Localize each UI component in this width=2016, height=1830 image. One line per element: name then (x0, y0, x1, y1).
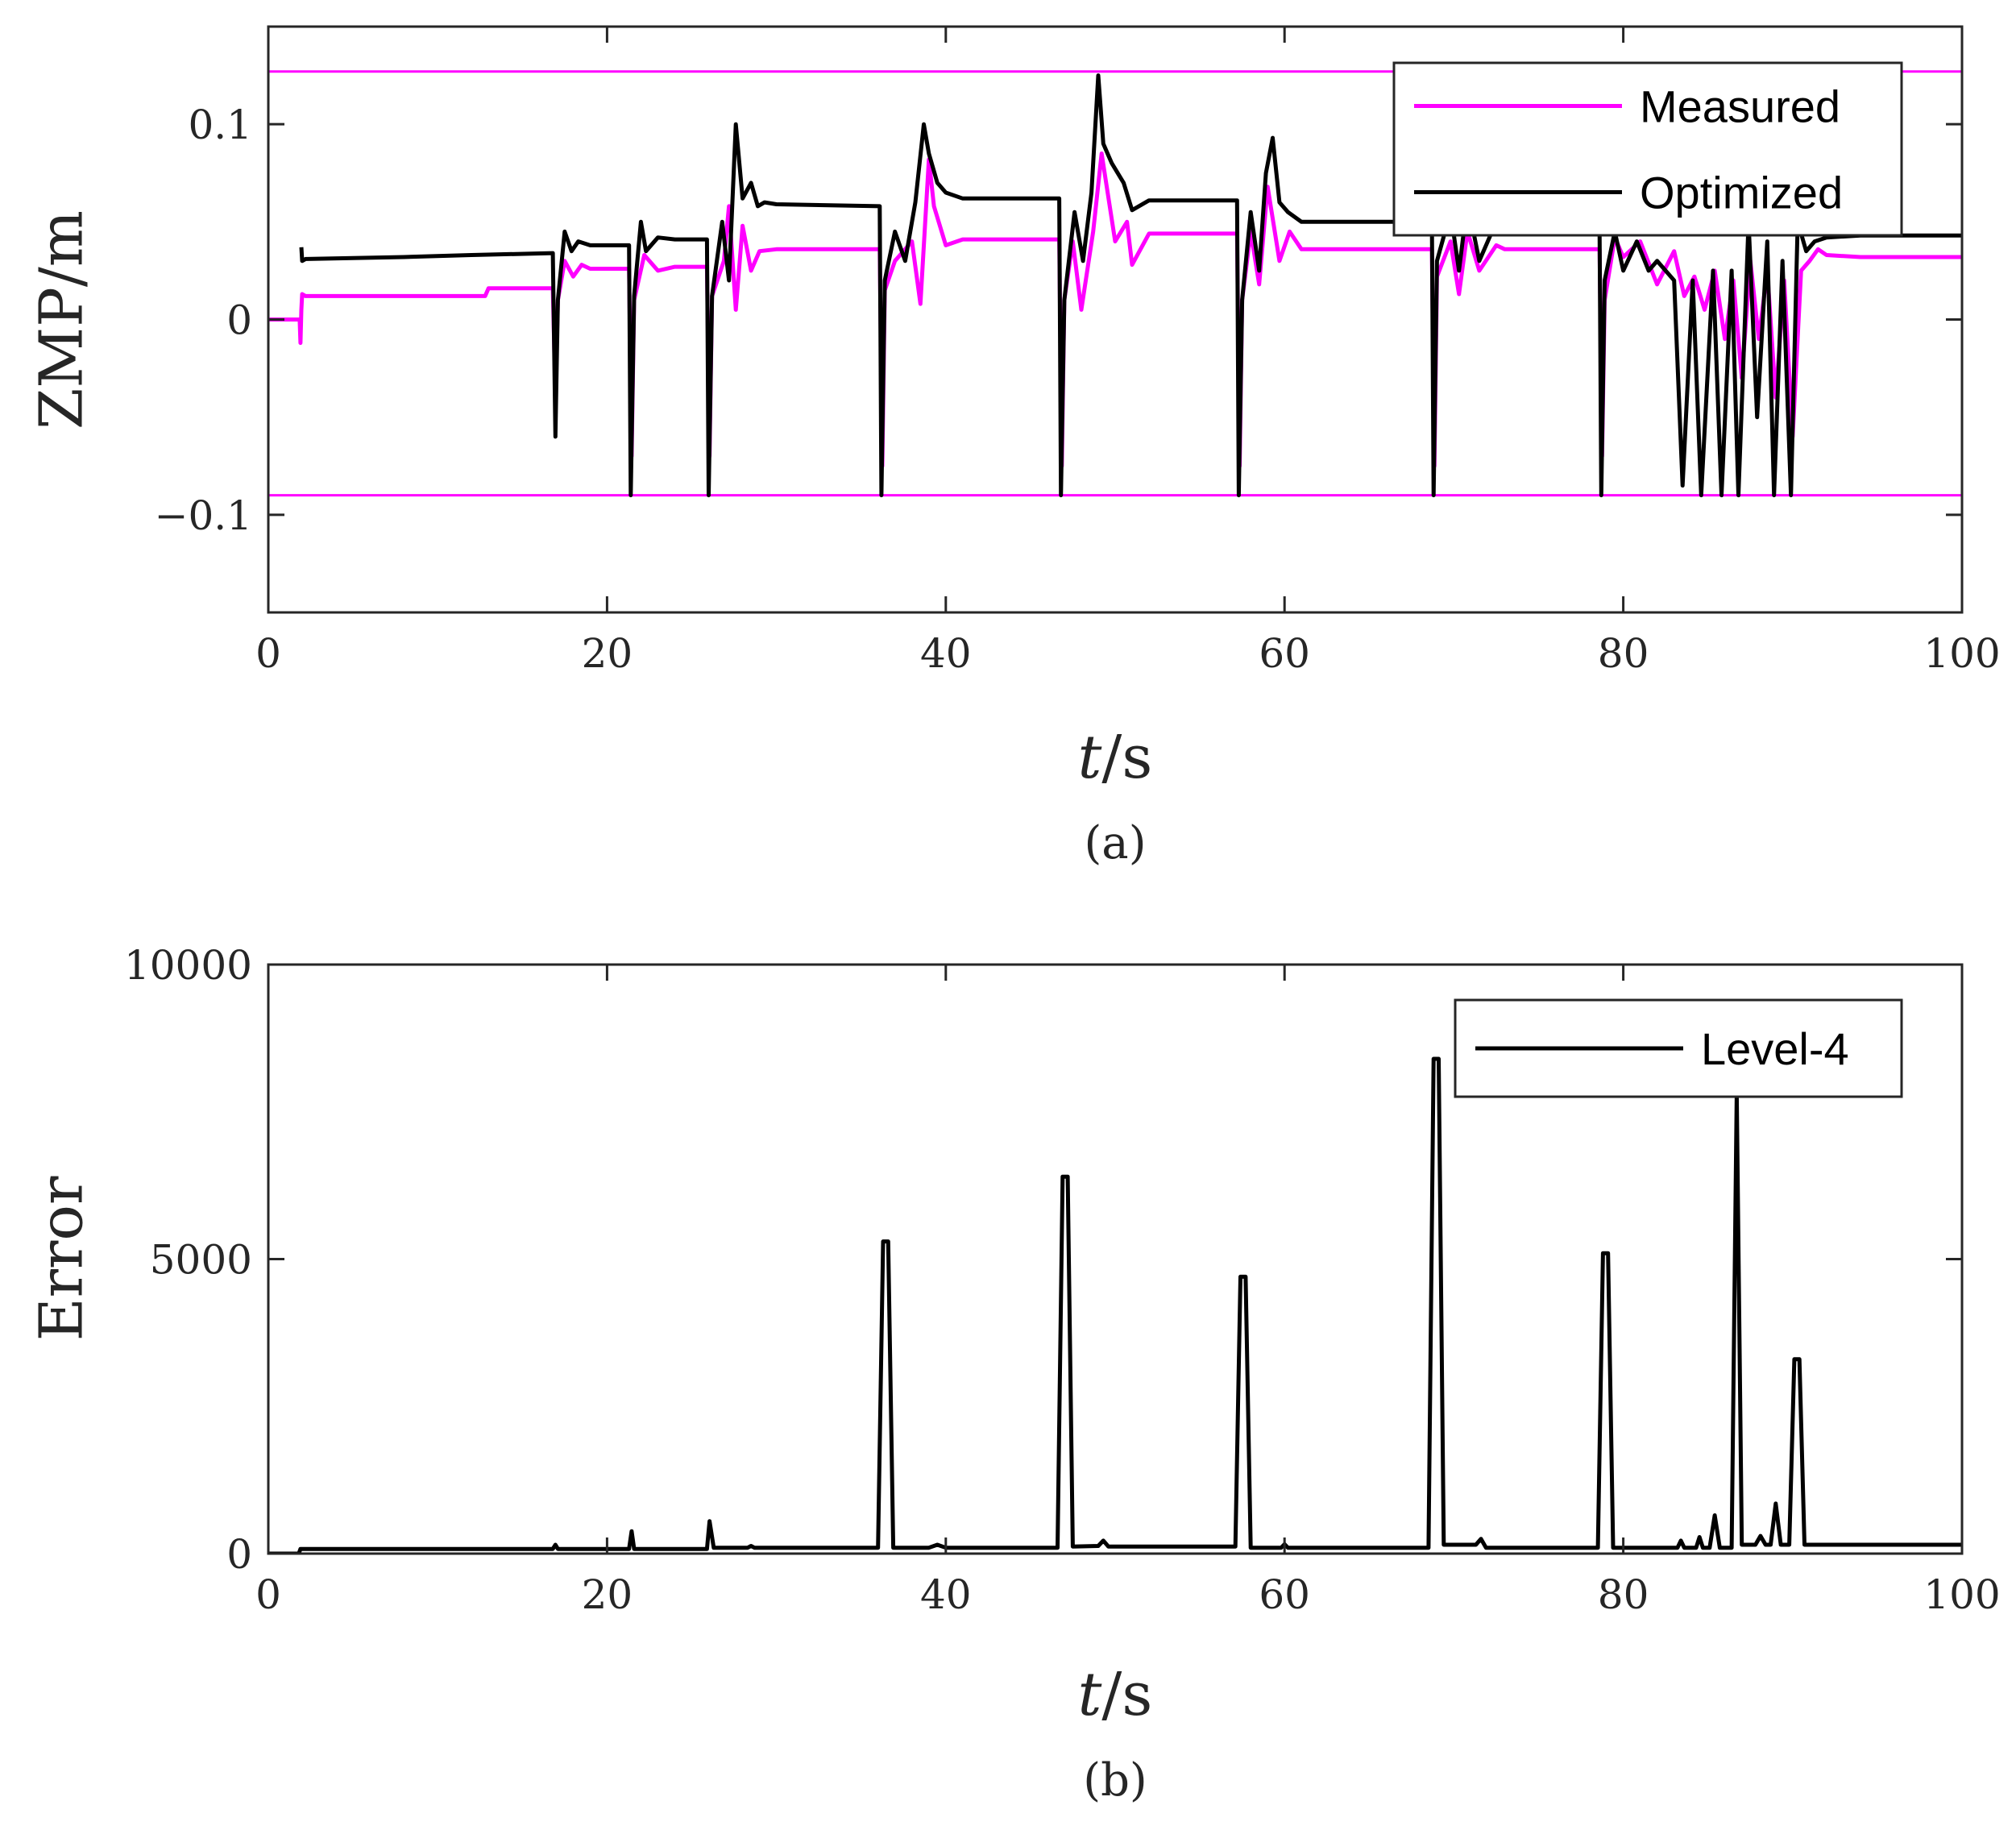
series-line-optimized (299, 73, 1962, 498)
y-tick-label: 0.1 (188, 102, 252, 148)
panel-caption: (b) (1083, 1754, 1147, 1807)
x-tick-label: 40 (920, 1571, 972, 1618)
series-line-level-4 (268, 1056, 1962, 1554)
y-axis-label: Error (27, 1176, 96, 1341)
x-axis-label: t/s (1078, 1660, 1153, 1729)
y-tick-label: −0.1 (155, 492, 252, 539)
x-tick-label: 60 (1259, 630, 1310, 677)
x-tick-label: 20 (582, 630, 633, 677)
x-axis-label: t/s (1078, 723, 1153, 792)
legend-label: Measured (1640, 81, 1840, 132)
legend: Measured Optimized (1392, 61, 1903, 237)
panel-caption: (a) (1084, 817, 1146, 869)
legend: Level-4 (1454, 998, 1903, 1098)
y-tick-label: 0 (226, 297, 252, 344)
x-tick-label: 80 (1598, 630, 1649, 677)
x-tick-label: 40 (920, 630, 972, 677)
y-tick-label: 5000 (150, 1237, 252, 1284)
x-tick-label: 100 (1923, 1571, 2000, 1618)
x-tick-label: 100 (1923, 630, 2000, 677)
y-axis-label: ZMP/m (27, 210, 96, 429)
legend-label: Level-4 (1701, 1023, 1849, 1074)
y-tick-label: 0 (226, 1531, 252, 1578)
x-tick-label: 20 (582, 1571, 633, 1618)
x-tick-label: 60 (1259, 1571, 1310, 1618)
x-tick-label: 0 (255, 1571, 281, 1618)
x-tick-label: 0 (255, 630, 281, 677)
chart-panel-a: 0 20 40 60 80 100 −0.1 0 0.1 ZMP/m t/s (a) Measured O… (27, 25, 2001, 869)
legend-box (1392, 61, 1903, 237)
chart-panel-b: 0 20 40 60 80 100 0 5000 10000 Error t/s (b) Level-4 (27, 942, 2000, 1807)
legend-label: Optimized (1640, 168, 1843, 218)
y-tick-label: 10000 (124, 942, 252, 989)
x-tick-label: 80 (1598, 1571, 1649, 1618)
